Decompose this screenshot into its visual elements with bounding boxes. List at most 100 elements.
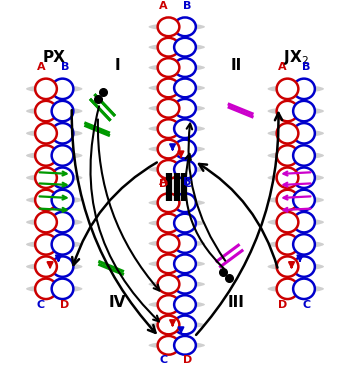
Ellipse shape <box>174 38 196 56</box>
Ellipse shape <box>52 101 74 121</box>
Ellipse shape <box>174 99 196 118</box>
Ellipse shape <box>158 295 179 314</box>
Ellipse shape <box>148 260 205 267</box>
Ellipse shape <box>267 85 324 93</box>
Ellipse shape <box>35 279 57 299</box>
Ellipse shape <box>35 212 57 232</box>
Ellipse shape <box>158 234 179 253</box>
Ellipse shape <box>148 64 205 71</box>
Ellipse shape <box>174 140 196 159</box>
Text: A: A <box>159 1 168 11</box>
Ellipse shape <box>276 123 298 144</box>
Ellipse shape <box>52 190 74 210</box>
Ellipse shape <box>35 101 57 121</box>
Ellipse shape <box>174 58 196 77</box>
Text: A: A <box>159 177 168 187</box>
Text: D: D <box>278 300 287 310</box>
Ellipse shape <box>35 234 57 255</box>
Ellipse shape <box>293 212 315 232</box>
Ellipse shape <box>174 79 196 97</box>
Ellipse shape <box>174 234 196 253</box>
Ellipse shape <box>158 140 179 159</box>
Ellipse shape <box>293 279 315 299</box>
Ellipse shape <box>26 263 83 270</box>
Ellipse shape <box>276 257 298 277</box>
Ellipse shape <box>148 23 205 30</box>
Ellipse shape <box>174 336 196 355</box>
Ellipse shape <box>293 190 315 210</box>
Ellipse shape <box>158 275 179 294</box>
Ellipse shape <box>267 151 324 159</box>
Ellipse shape <box>267 240 324 248</box>
Text: III: III <box>228 295 245 310</box>
Ellipse shape <box>52 257 74 277</box>
Ellipse shape <box>52 145 74 166</box>
Ellipse shape <box>158 193 179 212</box>
Text: D: D <box>159 179 168 189</box>
Ellipse shape <box>35 145 57 166</box>
Text: IV: IV <box>108 295 126 310</box>
Ellipse shape <box>267 285 324 293</box>
Ellipse shape <box>52 79 74 99</box>
Ellipse shape <box>148 105 205 112</box>
Text: C: C <box>159 355 168 365</box>
Ellipse shape <box>26 107 83 115</box>
Ellipse shape <box>35 190 57 210</box>
Ellipse shape <box>148 301 205 308</box>
Ellipse shape <box>174 295 196 314</box>
Ellipse shape <box>158 79 179 97</box>
Ellipse shape <box>174 193 196 212</box>
Ellipse shape <box>35 79 57 99</box>
Ellipse shape <box>158 160 179 179</box>
Ellipse shape <box>148 280 205 288</box>
Ellipse shape <box>148 321 205 328</box>
Ellipse shape <box>267 263 324 270</box>
Ellipse shape <box>26 240 83 248</box>
Ellipse shape <box>267 107 324 115</box>
Ellipse shape <box>35 168 57 188</box>
Ellipse shape <box>148 220 205 227</box>
Ellipse shape <box>52 234 74 255</box>
Ellipse shape <box>174 275 196 294</box>
Ellipse shape <box>26 196 83 204</box>
Ellipse shape <box>267 174 324 182</box>
Ellipse shape <box>148 85 205 92</box>
Text: PX: PX <box>43 50 66 65</box>
Text: B: B <box>183 177 191 187</box>
Ellipse shape <box>267 196 324 204</box>
Text: C: C <box>183 179 191 189</box>
Ellipse shape <box>158 38 179 56</box>
Ellipse shape <box>52 212 74 232</box>
Text: D: D <box>60 300 69 310</box>
Ellipse shape <box>158 18 179 36</box>
Text: B: B <box>302 62 310 71</box>
Ellipse shape <box>174 18 196 36</box>
Ellipse shape <box>276 190 298 210</box>
Ellipse shape <box>293 234 315 255</box>
Ellipse shape <box>276 79 298 99</box>
Ellipse shape <box>293 145 315 166</box>
Ellipse shape <box>276 212 298 232</box>
Ellipse shape <box>174 254 196 273</box>
Ellipse shape <box>293 257 315 277</box>
Ellipse shape <box>158 99 179 118</box>
Text: I: I <box>114 58 120 73</box>
Ellipse shape <box>158 214 179 233</box>
Ellipse shape <box>293 79 315 99</box>
Ellipse shape <box>148 342 205 349</box>
Text: B: B <box>183 1 191 11</box>
Ellipse shape <box>174 119 196 138</box>
Ellipse shape <box>52 168 74 188</box>
Ellipse shape <box>148 199 205 206</box>
Ellipse shape <box>174 160 196 179</box>
Text: B: B <box>61 62 69 71</box>
Ellipse shape <box>293 123 315 144</box>
Ellipse shape <box>293 168 315 188</box>
Ellipse shape <box>158 119 179 138</box>
Text: JX$_2$: JX$_2$ <box>283 48 309 67</box>
Text: C: C <box>37 300 45 310</box>
Ellipse shape <box>276 145 298 166</box>
Ellipse shape <box>148 166 205 173</box>
Ellipse shape <box>52 279 74 299</box>
Ellipse shape <box>174 214 196 233</box>
